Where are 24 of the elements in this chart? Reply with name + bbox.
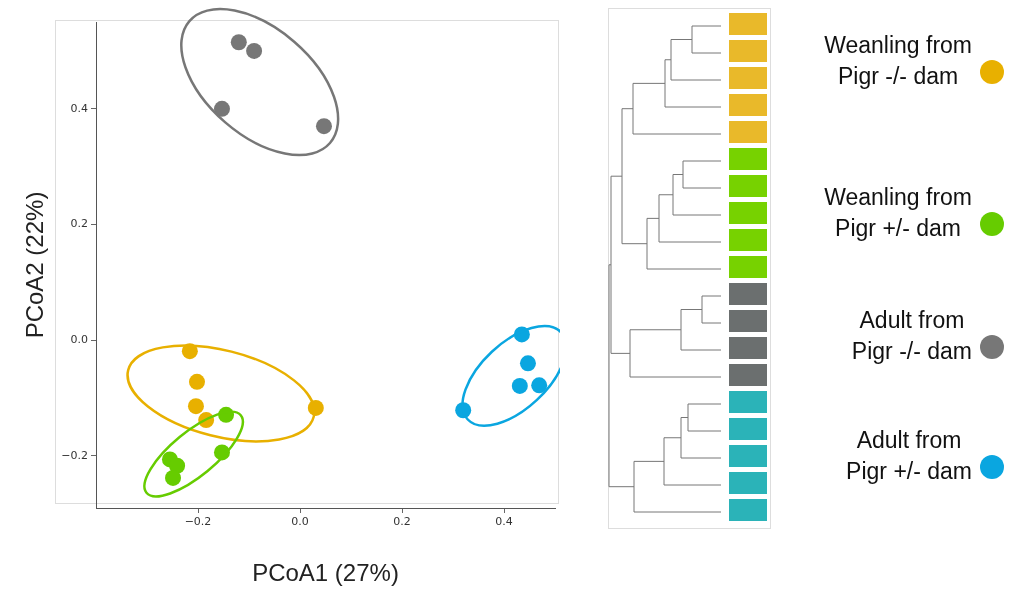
x-tick-label: 0.4 bbox=[495, 515, 513, 529]
legend-label: Adult from Pigr -/- dam bbox=[851, 306, 972, 364]
point bbox=[246, 42, 263, 59]
point bbox=[230, 34, 247, 51]
point bbox=[187, 398, 204, 415]
point bbox=[213, 100, 230, 117]
point bbox=[519, 355, 536, 372]
point bbox=[188, 373, 205, 390]
x-axis-title: PCoA1 (27%) bbox=[252, 559, 399, 587]
x-tick-label: 0.0 bbox=[291, 515, 309, 529]
legend-label: Weanling from Pigr -/- dam bbox=[824, 31, 973, 89]
y-tick-label: −0.2 bbox=[61, 448, 88, 462]
x-tick-label: −0.2 bbox=[184, 515, 212, 529]
x-tick-label: 0.2 bbox=[393, 515, 411, 529]
point bbox=[511, 377, 528, 394]
y-tick-label: 0.0 bbox=[70, 333, 88, 347]
legend-label: Weanling from Pigr +/- dam bbox=[824, 183, 973, 241]
y-axis-title: PCoA2 (22%) bbox=[21, 191, 49, 339]
point bbox=[315, 118, 332, 135]
point bbox=[531, 377, 548, 394]
point bbox=[165, 469, 182, 486]
y-tick-label: 0.2 bbox=[70, 217, 88, 231]
legend-label: Adult from Pigr +/- dam bbox=[846, 426, 972, 484]
y-tick-label: 0.4 bbox=[70, 101, 88, 115]
